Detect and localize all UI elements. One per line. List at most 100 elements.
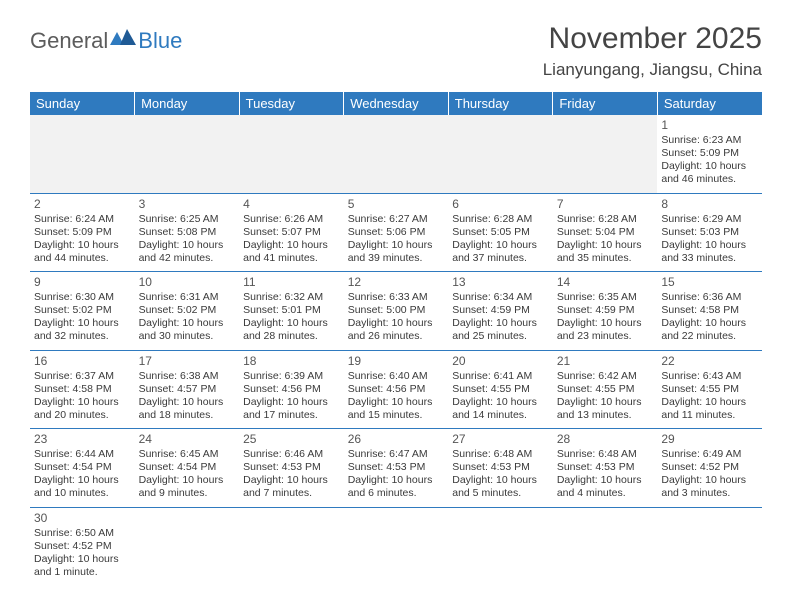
calendar-cell: 1Sunrise: 6:23 AMSunset: 5:09 PMDaylight… [657, 115, 762, 193]
sunrise-text: Sunrise: 6:24 AM [34, 213, 131, 226]
calendar-cell [657, 507, 762, 585]
day-number: 23 [34, 432, 131, 447]
weekday-header-row: SundayMondayTuesdayWednesdayThursdayFrid… [30, 92, 762, 115]
sunset-text: Sunset: 5:08 PM [139, 226, 236, 239]
day-number: 3 [139, 197, 236, 212]
day-number: 22 [661, 354, 758, 369]
calendar-cell: 15Sunrise: 6:36 AMSunset: 4:58 PMDayligh… [657, 272, 762, 351]
sunset-text: Sunset: 4:53 PM [243, 461, 340, 474]
sunset-text: Sunset: 4:58 PM [34, 383, 131, 396]
calendar-row: 16Sunrise: 6:37 AMSunset: 4:58 PMDayligh… [30, 350, 762, 429]
sunset-text: Sunset: 4:55 PM [557, 383, 654, 396]
sunset-text: Sunset: 5:00 PM [348, 304, 445, 317]
calendar-cell: 9Sunrise: 6:30 AMSunset: 5:02 PMDaylight… [30, 272, 135, 351]
sunrise-text: Sunrise: 6:38 AM [139, 370, 236, 383]
weekday-header: Wednesday [344, 92, 449, 115]
calendar-cell: 3Sunrise: 6:25 AMSunset: 5:08 PMDaylight… [135, 193, 240, 272]
daylight-text: Daylight: 10 hours and 32 minutes. [34, 317, 131, 343]
daylight-text: Daylight: 10 hours and 14 minutes. [452, 396, 549, 422]
daylight-text: Daylight: 10 hours and 3 minutes. [661, 474, 758, 500]
daylight-text: Daylight: 10 hours and 37 minutes. [452, 239, 549, 265]
calendar-row: 2Sunrise: 6:24 AMSunset: 5:09 PMDaylight… [30, 193, 762, 272]
sunrise-text: Sunrise: 6:36 AM [661, 291, 758, 304]
day-number: 29 [661, 432, 758, 447]
sunrise-text: Sunrise: 6:48 AM [452, 448, 549, 461]
sunset-text: Sunset: 4:58 PM [661, 304, 758, 317]
sunset-text: Sunset: 5:02 PM [139, 304, 236, 317]
daylight-text: Daylight: 10 hours and 7 minutes. [243, 474, 340, 500]
sunrise-text: Sunrise: 6:35 AM [557, 291, 654, 304]
daylight-text: Daylight: 10 hours and 22 minutes. [661, 317, 758, 343]
sunset-text: Sunset: 4:53 PM [348, 461, 445, 474]
sunset-text: Sunset: 4:59 PM [557, 304, 654, 317]
calendar-cell: 13Sunrise: 6:34 AMSunset: 4:59 PMDayligh… [448, 272, 553, 351]
sunset-text: Sunset: 5:07 PM [243, 226, 340, 239]
calendar-cell: 25Sunrise: 6:46 AMSunset: 4:53 PMDayligh… [239, 429, 344, 508]
logo-text-general: General [30, 28, 108, 54]
day-number: 10 [139, 275, 236, 290]
day-number: 27 [452, 432, 549, 447]
daylight-text: Daylight: 10 hours and 46 minutes. [661, 160, 758, 186]
calendar-cell: 17Sunrise: 6:38 AMSunset: 4:57 PMDayligh… [135, 350, 240, 429]
daylight-text: Daylight: 10 hours and 6 minutes. [348, 474, 445, 500]
calendar-cell [239, 507, 344, 585]
calendar-cell [135, 507, 240, 585]
sunrise-text: Sunrise: 6:29 AM [661, 213, 758, 226]
day-number: 1 [661, 118, 758, 133]
calendar-cell [448, 507, 553, 585]
sunrise-text: Sunrise: 6:41 AM [452, 370, 549, 383]
day-number: 11 [243, 275, 340, 290]
daylight-text: Daylight: 10 hours and 44 minutes. [34, 239, 131, 265]
sunrise-text: Sunrise: 6:31 AM [139, 291, 236, 304]
daylight-text: Daylight: 10 hours and 15 minutes. [348, 396, 445, 422]
day-number: 28 [557, 432, 654, 447]
sunrise-text: Sunrise: 6:27 AM [348, 213, 445, 226]
sunrise-text: Sunrise: 6:50 AM [34, 527, 131, 540]
day-number: 2 [34, 197, 131, 212]
day-number: 20 [452, 354, 549, 369]
calendar-cell: 24Sunrise: 6:45 AMSunset: 4:54 PMDayligh… [135, 429, 240, 508]
calendar-cell: 18Sunrise: 6:39 AMSunset: 4:56 PMDayligh… [239, 350, 344, 429]
sunset-text: Sunset: 4:53 PM [452, 461, 549, 474]
sunrise-text: Sunrise: 6:32 AM [243, 291, 340, 304]
calendar-cell: 22Sunrise: 6:43 AMSunset: 4:55 PMDayligh… [657, 350, 762, 429]
sunrise-text: Sunrise: 6:30 AM [34, 291, 131, 304]
daylight-text: Daylight: 10 hours and 42 minutes. [139, 239, 236, 265]
daylight-text: Daylight: 10 hours and 4 minutes. [557, 474, 654, 500]
sunrise-text: Sunrise: 6:49 AM [661, 448, 758, 461]
daylight-text: Daylight: 10 hours and 5 minutes. [452, 474, 549, 500]
sunset-text: Sunset: 5:04 PM [557, 226, 654, 239]
sunrise-text: Sunrise: 6:37 AM [34, 370, 131, 383]
sunrise-text: Sunrise: 6:48 AM [557, 448, 654, 461]
daylight-text: Daylight: 10 hours and 26 minutes. [348, 317, 445, 343]
day-number: 26 [348, 432, 445, 447]
sunset-text: Sunset: 5:09 PM [661, 147, 758, 160]
month-title: November 2025 [543, 22, 762, 56]
sunset-text: Sunset: 4:55 PM [452, 383, 549, 396]
daylight-text: Daylight: 10 hours and 39 minutes. [348, 239, 445, 265]
daylight-text: Daylight: 10 hours and 23 minutes. [557, 317, 654, 343]
sunrise-text: Sunrise: 6:45 AM [139, 448, 236, 461]
day-number: 7 [557, 197, 654, 212]
calendar-cell: 26Sunrise: 6:47 AMSunset: 4:53 PMDayligh… [344, 429, 449, 508]
sunset-text: Sunset: 5:09 PM [34, 226, 131, 239]
sunrise-text: Sunrise: 6:47 AM [348, 448, 445, 461]
titles: November 2025 Lianyungang, Jiangsu, Chin… [543, 22, 762, 80]
location: Lianyungang, Jiangsu, China [543, 60, 762, 80]
sunset-text: Sunset: 5:03 PM [661, 226, 758, 239]
header: General Blue November 2025 Lianyungang, … [0, 0, 792, 80]
sunrise-text: Sunrise: 6:46 AM [243, 448, 340, 461]
calendar-row: 9Sunrise: 6:30 AMSunset: 5:02 PMDaylight… [30, 272, 762, 351]
weekday-header: Monday [135, 92, 240, 115]
calendar-cell [553, 115, 658, 193]
calendar-cell [344, 115, 449, 193]
sunrise-text: Sunrise: 6:28 AM [557, 213, 654, 226]
calendar-cell: 7Sunrise: 6:28 AMSunset: 5:04 PMDaylight… [553, 193, 658, 272]
calendar-row: 23Sunrise: 6:44 AMSunset: 4:54 PMDayligh… [30, 429, 762, 508]
calendar-cell: 6Sunrise: 6:28 AMSunset: 5:05 PMDaylight… [448, 193, 553, 272]
daylight-text: Daylight: 10 hours and 18 minutes. [139, 396, 236, 422]
day-number: 5 [348, 197, 445, 212]
calendar-cell: 27Sunrise: 6:48 AMSunset: 4:53 PMDayligh… [448, 429, 553, 508]
flag-icon [110, 29, 136, 54]
sunset-text: Sunset: 4:57 PM [139, 383, 236, 396]
